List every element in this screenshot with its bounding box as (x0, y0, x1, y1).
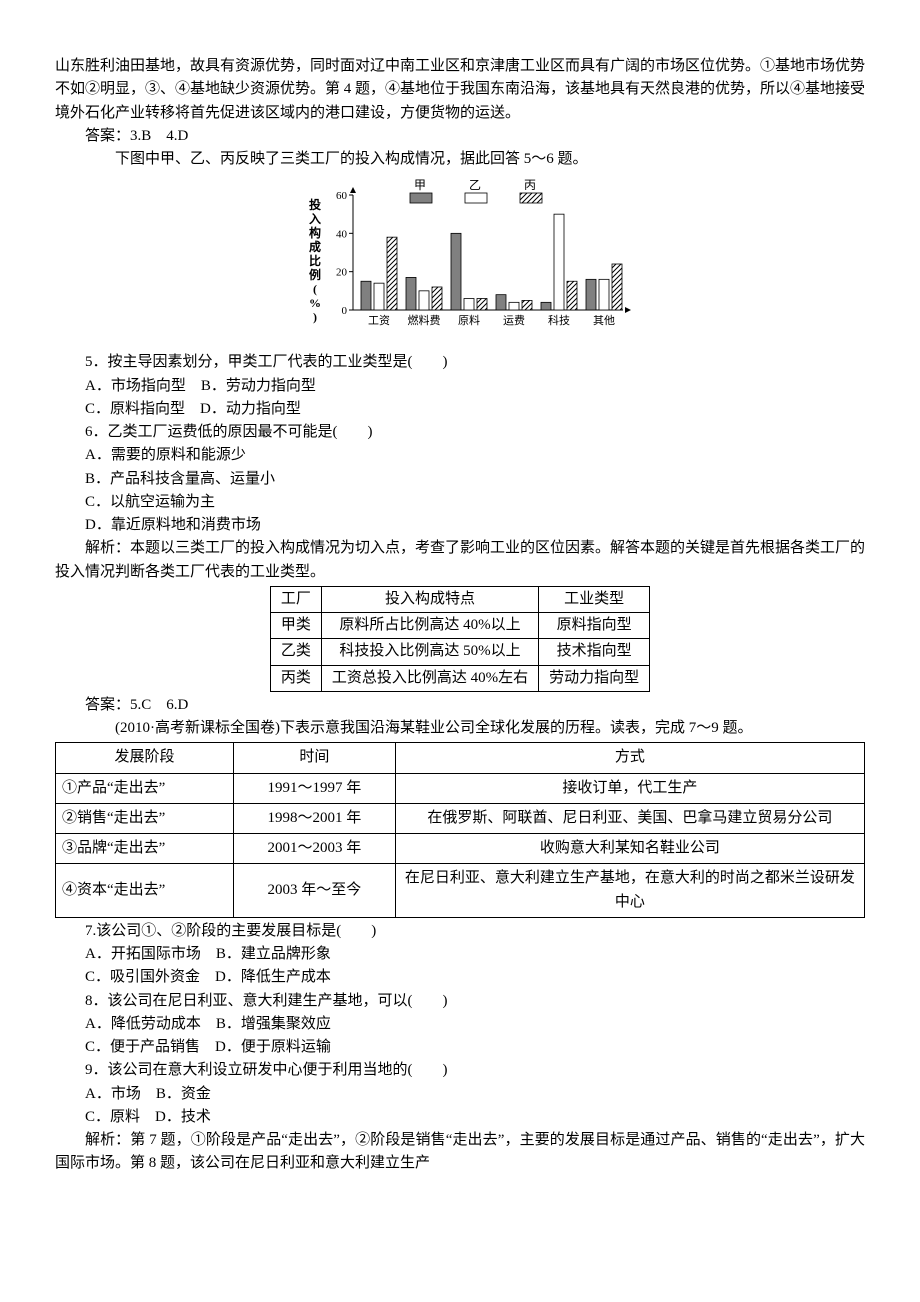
table-row: 甲类原料所占比例高达 40%以上原料指向型 (270, 613, 649, 639)
table-row: 乙类科技投入比例高达 50%以上技术指向型 (270, 639, 649, 665)
svg-text:成: 成 (309, 239, 321, 254)
table-header: 发展阶段 (56, 743, 234, 773)
q9-opt-ab: A．市场 B．资金 (55, 1083, 865, 1106)
svg-text:其他: 其他 (593, 314, 615, 327)
answer-34: 答案：3.B 4.D (55, 125, 865, 148)
svg-text:构: 构 (309, 225, 321, 240)
table-row: ①产品“走出去”1991～1997 年接收订单，代工生产 (56, 773, 865, 803)
table-header: 投入构成特点 (321, 586, 538, 612)
table-header: 工厂 (270, 586, 321, 612)
svg-text:40: 40 (336, 229, 348, 241)
svg-text:60: 60 (336, 190, 348, 202)
svg-text:原料: 原料 (458, 313, 480, 327)
q7-opt-ab: A．开拓国际市场 B．建立品牌形象 (55, 943, 865, 966)
factory-type-table: 工厂投入构成特点工业类型甲类原料所占比例高达 40%以上原料指向型乙类科技投入比… (270, 586, 650, 692)
svg-text:比: 比 (309, 253, 321, 268)
svg-text:入: 入 (309, 212, 321, 226)
q5-opt-ab: A．市场指向型 B．劳动力指向型 (55, 375, 865, 398)
svg-text:%: % (309, 296, 321, 310)
intro-79: (2010·高考新课标全国卷)下表示意我国沿海某鞋业公司全球化发展的历程。读表，… (55, 717, 865, 740)
q6-opt-b: B．产品科技含量高、运量小 (55, 468, 865, 491)
svg-text:投: 投 (309, 197, 321, 212)
svg-text:科技: 科技 (548, 313, 570, 327)
factory-input-bar-chart: 0 20 40 60 投入构成比例(%) 工资 燃料费 原料 运费 科技 其他 甲 乙 丙 (285, 175, 635, 345)
svg-text:乙: 乙 (469, 178, 481, 192)
table-row: ③品牌“走出去”2001～2003 年收购意大利某知名鞋业公司 (56, 834, 865, 864)
q7-stem: 7.该公司①、②阶段的主要发展目标是( ) (55, 920, 865, 943)
svg-text:0: 0 (342, 305, 348, 317)
paragraph-background: 山东胜利油田基地，故具有资源优势，同时面对辽中南工业区和京津唐工业区而具有广阔的… (55, 55, 865, 125)
company-stage-table: 发展阶段时间方式①产品“走出去”1991～1997 年接收订单，代工生产②销售“… (55, 742, 865, 918)
svg-text:(: ( (313, 282, 317, 296)
table-row: 丙类工资总投入比例高达 40%左右劳动力指向型 (270, 665, 649, 691)
analysis-79: 解析：第 7 题，①阶段是产品“走出去”，②阶段是销售“走出去”，主要的发展目标… (55, 1129, 865, 1176)
q9-stem: 9．该公司在意大利设立研发中心便于利用当地的( ) (55, 1059, 865, 1082)
q8-opt-ab: A．降低劳动成本 B．增强集聚效应 (55, 1013, 865, 1036)
svg-text:20: 20 (336, 267, 348, 279)
q5-stem: 5．按主导因素划分，甲类工厂代表的工业类型是( ) (55, 351, 865, 374)
svg-text:): ) (313, 310, 317, 324)
q6-opt-d: D．靠近原料地和消费市场 (55, 514, 865, 537)
table-header: 工业类型 (539, 586, 650, 612)
svg-text:甲: 甲 (414, 178, 426, 192)
q8-opt-cd: C．便于产品销售 D．便于原料运输 (55, 1036, 865, 1059)
table-row: ②销售“走出去”1998～2001 年在俄罗斯、阿联酋、尼日利亚、美国、巴拿马建… (56, 803, 865, 833)
q8-stem: 8．该公司在尼日利亚、意大利建生产基地，可以( ) (55, 990, 865, 1013)
svg-text:燃料费: 燃料费 (408, 313, 441, 327)
q6-stem: 6．乙类工厂运费低的原因最不可能是( ) (55, 421, 865, 444)
svg-text:例: 例 (309, 267, 321, 282)
intro-56: 下图中甲、乙、丙反映了三类工厂的投入构成情况，据此回答 5～6 题。 (55, 148, 865, 171)
table-header: 时间 (233, 743, 395, 773)
table-row: ④资本“走出去”2003 年～至今在尼日利亚、意大利建立生产基地，在意大利的时尚… (56, 864, 865, 918)
svg-text:工资: 工资 (368, 314, 390, 327)
q6-opt-c: C．以航空运输为主 (55, 491, 865, 514)
q9-opt-cd: C．原料 D．技术 (55, 1106, 865, 1129)
table-header: 方式 (395, 743, 864, 773)
q6-opt-a: A．需要的原料和能源少 (55, 444, 865, 467)
svg-text:丙: 丙 (524, 178, 536, 192)
answer-56: 答案：5.C 6.D (55, 694, 865, 717)
analysis-56: 解析：本题以三类工厂的投入构成情况为切入点，考查了影响工业的区位因素。解答本题的… (55, 537, 865, 584)
svg-text:运费: 运费 (503, 314, 525, 327)
q5-opt-cd: C．原料指向型 D．动力指向型 (55, 398, 865, 421)
q7-opt-cd: C．吸引国外资金 D．降低生产成本 (55, 966, 865, 989)
